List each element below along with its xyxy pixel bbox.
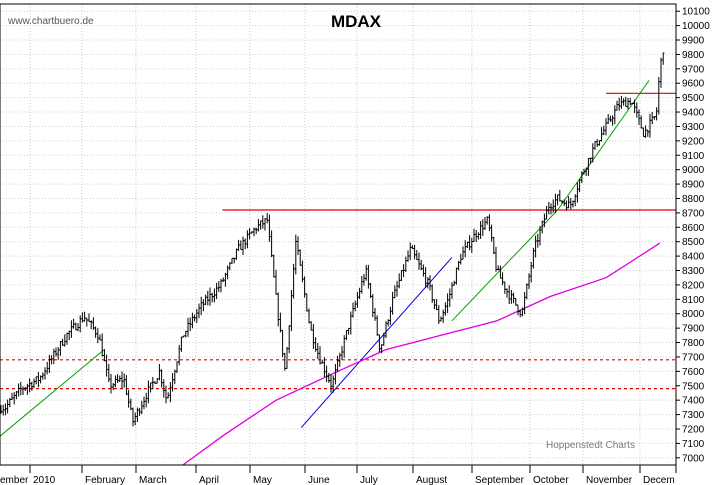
plot-frame [0, 3, 677, 466]
y-tick-label: 7000 [682, 453, 705, 464]
x-tick-label: May [253, 475, 272, 485]
x-tick-label: 2010 [33, 475, 56, 485]
trend-line [557, 80, 650, 211]
x-tick-label: April [199, 475, 219, 485]
y-tick-label: 8700 [682, 208, 705, 219]
y-tick-label: 8400 [682, 252, 705, 263]
y-tick-label: 7700 [682, 352, 705, 363]
x-tick-label: September [475, 475, 525, 485]
y-tick-label: 8900 [682, 180, 705, 191]
y-tick-label: 7300 [682, 410, 705, 421]
y-tick-label: 8800 [682, 194, 705, 205]
y-tick-label: 9300 [682, 122, 705, 133]
y-tick-label: 9400 [682, 108, 705, 119]
y-tick-label: 8100 [682, 295, 705, 306]
y-tick-label: 7800 [682, 338, 705, 349]
y-tick-label: 9200 [682, 136, 705, 147]
y-tick-label: 10000 [682, 21, 710, 32]
x-tick-label: August [416, 475, 447, 485]
y-tick-label: 7100 [682, 439, 705, 450]
y-tick-label: 9900 [682, 36, 705, 47]
y-tick-label: 7900 [682, 324, 705, 335]
x-tick-label: July [360, 475, 378, 485]
axis-layer: 7000 7100 7200 7300 7400 7500 7600 7700 7800 7900… [0, 7, 710, 485]
price-layer [0, 52, 665, 427]
y-tick-label: 8300 [682, 266, 705, 277]
x-tick-label: February [85, 475, 125, 485]
y-tick-label: 7600 [682, 367, 705, 378]
watermark-text: www.chartbuero.de [7, 16, 94, 27]
y-tick-label: 9000 [682, 165, 705, 176]
y-tick-label: 10100 [682, 7, 710, 18]
x-tick-label: June [308, 475, 330, 485]
y-tick-label: 9500 [682, 93, 705, 104]
moving-average-line [182, 242, 661, 466]
y-tick-label: 7200 [682, 424, 705, 435]
y-tick-label: 8500 [682, 237, 705, 248]
y-tick-label: 9700 [682, 64, 705, 75]
y-tick-label: 8600 [682, 223, 705, 234]
x-tick-label: March [139, 475, 167, 485]
x-tick-label: ember [0, 475, 29, 485]
y-tick-label: 9800 [682, 50, 705, 61]
y-tick-label: 8000 [682, 309, 705, 320]
x-tick-label: October [533, 475, 569, 485]
trend-line [300, 257, 453, 428]
source-credit: Hoppenstedt Charts [546, 440, 635, 451]
x-tick-label: Decem [643, 475, 675, 485]
chart-title: MDAX [331, 12, 382, 31]
y-tick-label: 9600 [682, 79, 705, 90]
trend-line [0, 349, 105, 437]
y-tick-label: 7500 [682, 381, 705, 392]
x-tick-label: November [586, 475, 633, 485]
y-tick-label: 8200 [682, 280, 705, 291]
y-tick-label: 7400 [682, 396, 705, 407]
y-tick-label: 9100 [682, 151, 705, 162]
